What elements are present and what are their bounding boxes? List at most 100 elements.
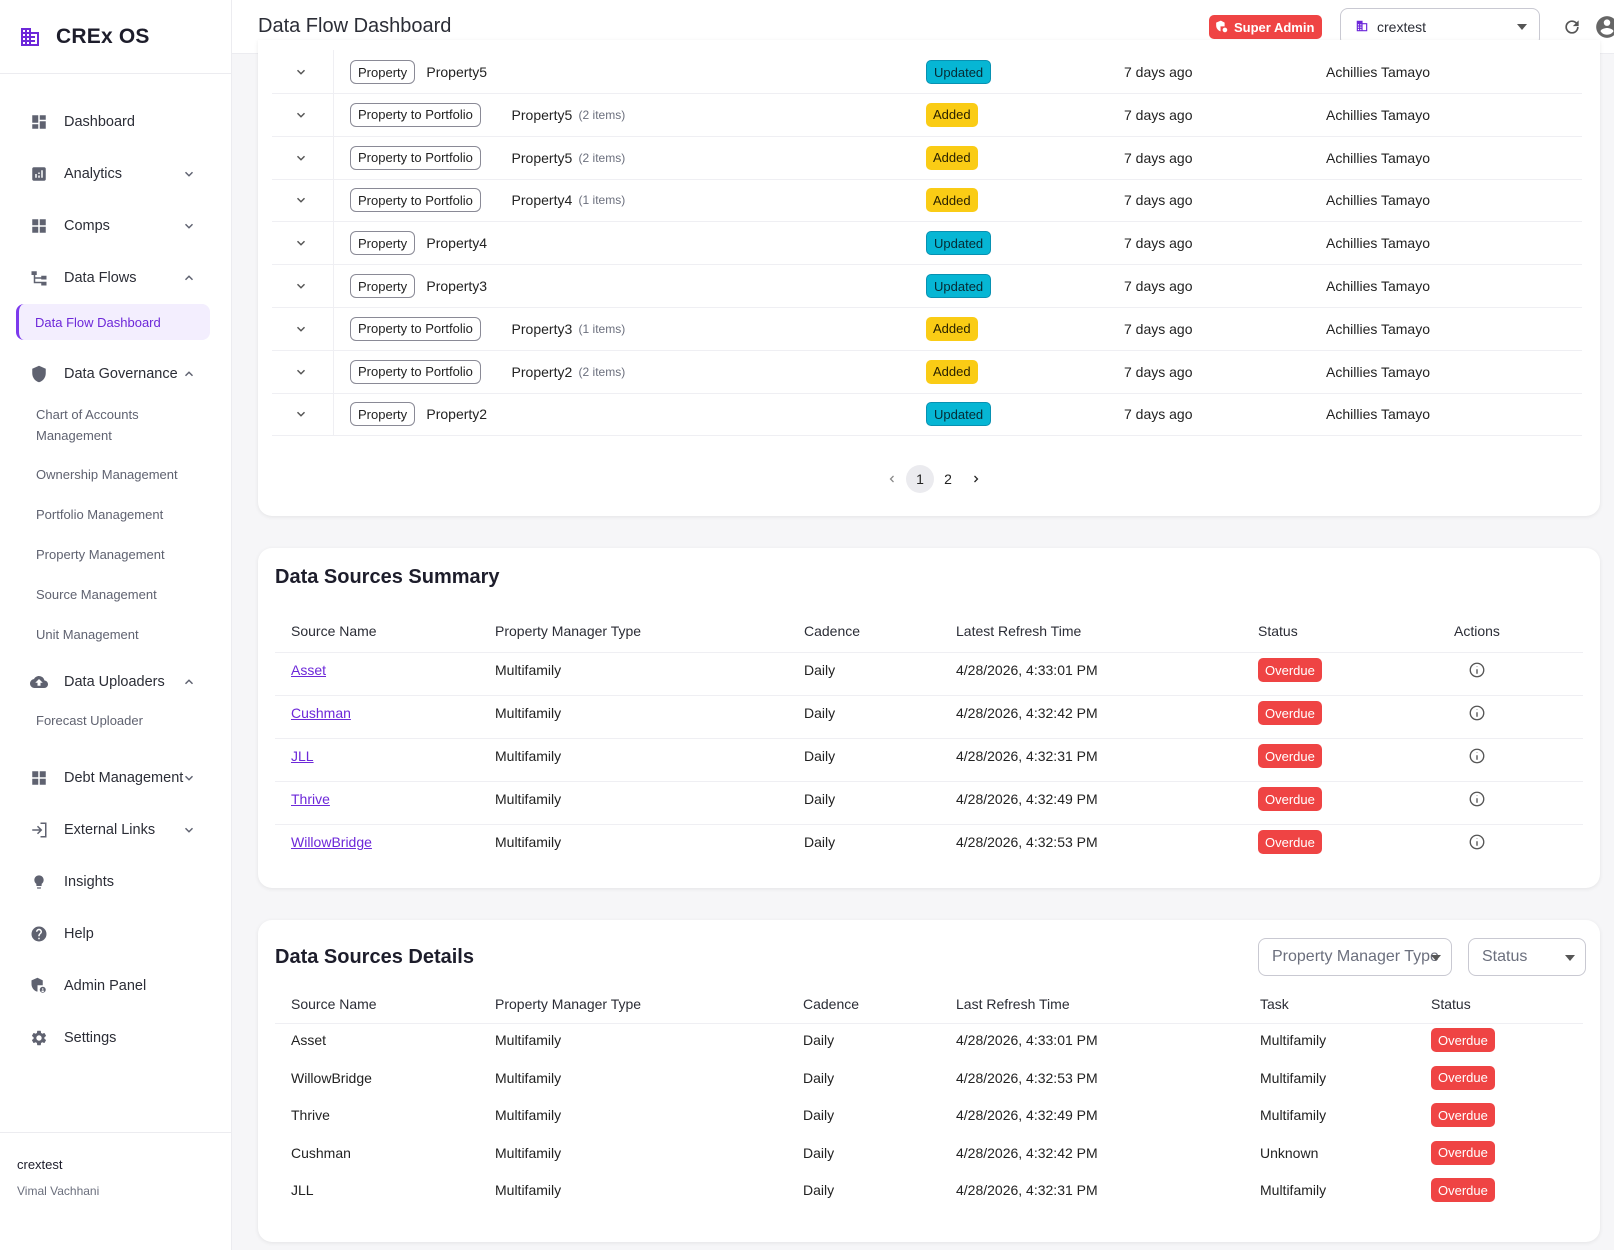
activity-row: Property to Portfolio Property5 (2 items) A… <box>272 92 1582 137</box>
sidebar-item-help[interactable]: Help <box>0 908 232 960</box>
gear-icon <box>28 1027 50 1049</box>
info-icon[interactable] <box>1468 833 1486 851</box>
data-sources-summary-card: Data Sources Summary Source Name Property… <box>258 548 1600 888</box>
entity-name: Property5 <box>511 106 573 123</box>
item-count: (2 items) <box>578 364 626 379</box>
sidebar-item-data-flows[interactable]: Data Flows <box>0 252 232 304</box>
row-divider <box>275 695 1583 696</box>
sidebar-subitem-unit[interactable]: Unit Management <box>36 627 139 642</box>
column-header: Actions <box>1454 623 1500 639</box>
activity-time: 7 days ago <box>1124 278 1193 294</box>
row-divider <box>275 738 1583 739</box>
sidebar-item-external-links[interactable]: External Links <box>0 804 232 856</box>
expand-chevron-icon[interactable] <box>294 322 308 336</box>
entity-type-chip: Property to Portfolio <box>350 145 481 170</box>
sidebar-item-settings[interactable]: Settings <box>0 1012 232 1064</box>
info-icon[interactable] <box>1468 747 1486 765</box>
column-header: Cadence <box>804 623 861 639</box>
sidebar-item-data-uploaders[interactable]: Data Uploaders <box>0 656 232 708</box>
activity-user: Achillies Tamayo <box>1326 406 1431 423</box>
sidebar-subitem-portfolio[interactable]: Portfolio Management <box>36 507 164 522</box>
item-count: (1 items) <box>578 193 626 208</box>
status-badge: Overdue <box>1258 701 1322 725</box>
sidebar-subitem-chart-of-accounts[interactable]: Chart of Accounts Management <box>36 407 139 443</box>
cadence: Daily <box>804 791 836 807</box>
source-name: JLL <box>291 1182 314 1198</box>
expand-chevron-icon[interactable] <box>294 65 308 79</box>
info-icon[interactable] <box>1468 790 1486 808</box>
source-link[interactable]: Cushman <box>291 705 351 721</box>
sidebar-item-dashboard[interactable]: Dashboard <box>0 96 232 148</box>
status-badge: Overdue <box>1258 658 1322 682</box>
row-divider <box>275 781 1583 782</box>
source-link[interactable]: WillowBridge <box>291 834 372 850</box>
status-badge: Overdue <box>1258 830 1322 854</box>
user-avatar-icon[interactable] <box>1594 14 1614 40</box>
sidebar-footer[interactable]: crextest Vimal Vachhani <box>0 1132 232 1250</box>
sidebar-item-admin-panel[interactable]: Admin Panel <box>0 960 232 1012</box>
expand-chevron-icon[interactable] <box>294 236 308 250</box>
sidebar-subitem-source[interactable]: Source Management <box>36 587 157 602</box>
sidebar-subitem-forecast-uploader[interactable]: Forecast Uploader <box>36 713 143 728</box>
sidebar-item-debt-management[interactable]: Debt Management <box>0 752 232 804</box>
page-button-2[interactable]: 2 <box>944 471 952 487</box>
activity-user: Achillies Tamayo <box>1326 278 1431 294</box>
sidebar-item-label: Settings <box>64 1030 117 1046</box>
sidebar-item-data-governance[interactable]: Data Governance <box>0 348 232 400</box>
activity-row: Property Property5 Updated 7 days ago Achill… <box>272 50 1582 94</box>
sidebar-item-insights[interactable]: Insights <box>0 856 232 908</box>
expand-cell <box>272 264 334 308</box>
brand[interactable]: CREx OS <box>0 0 231 74</box>
expand-chevron-icon[interactable] <box>294 407 308 421</box>
activity-user: Achillies Tamayo <box>1326 192 1431 209</box>
expand-chevron-icon[interactable] <box>294 108 308 122</box>
footer-org-name: crextest <box>17 1157 63 1172</box>
sidebar-subitem-data-flow-dashboard[interactable]: Data Flow Dashboard <box>16 304 210 340</box>
activity-card: Property Property5 Updated 7 days ago Achill… <box>258 40 1600 516</box>
sidebar-subitem-property[interactable]: Property Management <box>36 547 165 562</box>
chevron-right-icon <box>974 475 979 483</box>
source-link[interactable]: JLL <box>291 748 314 764</box>
expand-chevron-icon[interactable] <box>294 193 308 207</box>
expand-cell <box>272 349 334 394</box>
role-badge-label: Super Admin <box>1234 19 1315 35</box>
info-icon[interactable] <box>1468 661 1486 679</box>
sidebar-item-comps[interactable]: Comps <box>0 200 232 252</box>
info-icon[interactable] <box>1468 704 1486 722</box>
activity-time: 7 days ago <box>1124 320 1193 337</box>
sidebar-item-label: Data Flows <box>64 270 137 286</box>
activity-row: Property to Portfolio Property3 (1 items) A… <box>272 306 1582 351</box>
expand-cell <box>272 178 334 223</box>
status-badge: Overdue <box>1431 1028 1495 1052</box>
prev-page-button[interactable] <box>878 465 906 493</box>
shield-icon <box>28 363 50 385</box>
row-divider <box>275 1023 1583 1024</box>
entity-name: Property4 <box>426 235 488 252</box>
property-manager-type-filter[interactable]: Property Manager Type <box>1258 938 1452 976</box>
column-header: Property Manager Type <box>495 623 642 639</box>
activity-time: 7 days ago <box>1124 64 1193 80</box>
sidebar-item-analytics[interactable]: Analytics <box>0 148 232 200</box>
sidebar-item-label: Comps <box>64 218 110 234</box>
cadence: Daily <box>803 1107 835 1123</box>
expand-chevron-icon[interactable] <box>294 279 308 293</box>
activity-time: 7 days ago <box>1124 406 1193 423</box>
page-button-1[interactable]: 1 <box>906 465 934 493</box>
comps-icon <box>28 215 50 237</box>
expand-cell <box>272 92 334 137</box>
expand-chevron-icon[interactable] <box>294 151 308 165</box>
next-page-button[interactable] <box>962 465 990 493</box>
sidebar-subitem-ownership[interactable]: Ownership Management <box>36 467 178 482</box>
sidebar-nav: Dashboard Analytics Comps Data Flows Dat… <box>0 96 232 1064</box>
entity-type-chip: Property to Portfolio <box>350 188 481 213</box>
expand-chevron-icon[interactable] <box>294 365 308 379</box>
task: Multifamily <box>1260 1182 1327 1198</box>
status-filter[interactable]: Status <box>1468 938 1586 976</box>
sidebar: CREx OS Dashboard Analytics Comps Data F… <box>0 0 232 1250</box>
entity-name: Property2 <box>511 363 573 380</box>
source-link[interactable]: Thrive <box>291 791 330 807</box>
source-link[interactable]: Asset <box>291 662 327 678</box>
property-manager-type: Multifamily <box>495 834 562 850</box>
entity-type-chip: Property <box>350 274 416 298</box>
refresh-icon[interactable] <box>1562 17 1582 37</box>
